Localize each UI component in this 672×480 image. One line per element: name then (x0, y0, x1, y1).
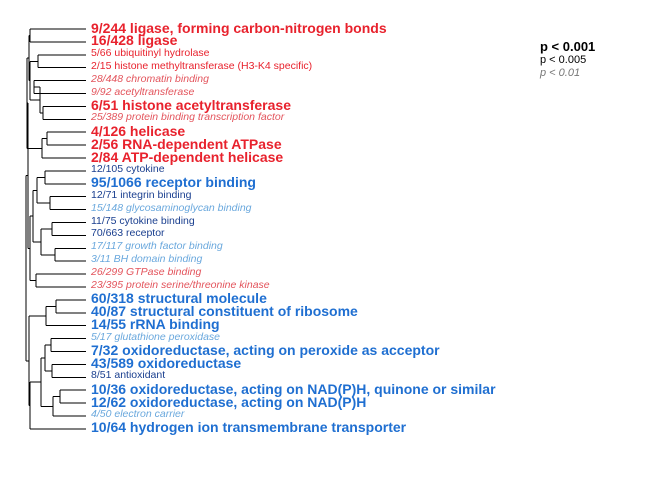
significance-legend: p < 0.001 p < 0.005 p < 0.01 (540, 40, 595, 79)
term-label: 5/17 glutathione peroxidase (91, 330, 221, 343)
term-label: 2/56 RNA-dependent ATPase (91, 135, 282, 152)
term-label: 2/15 histone methyltransferase (H3-K4 sp… (91, 59, 313, 72)
term-label: 28/448 chromatin binding (91, 72, 209, 85)
term-label: 14/55 rRNA binding (91, 316, 220, 333)
term-label: 40/87 structural constituent of ribosome (91, 303, 358, 320)
term-label: 16/428 ligase (91, 32, 178, 49)
term-label: 12/62 oxidoreductase, acting on NAD(P)H (91, 393, 367, 410)
term-label: 26/299 GTPase binding (91, 266, 202, 279)
term-label: 4/50 electron carrier (91, 408, 185, 420)
term-label: 2/84 ATP-dependent helicase (91, 148, 284, 165)
term-label: 9/92 acetyltransferase (91, 85, 195, 98)
term-label: 6/51 histone acetyltransferase (91, 96, 291, 113)
term-label: 12/105 cytokine (91, 162, 165, 175)
term-label: 60/318 structural molecule (91, 290, 267, 307)
legend-p-0001: p < 0.001 (540, 39, 596, 54)
term-label: 43/589 oxidoreductase (91, 354, 242, 371)
term-label: 12/71 integrin binding (91, 188, 192, 201)
term-label: 10/36 oxidoreductase, acting on NAD(P)H,… (91, 380, 496, 397)
term-label: 70/663 receptor (91, 227, 165, 240)
term-label: 7/32 oxidoreductase, acting on peroxide … (91, 342, 440, 358)
term-label: 17/117 growth factor binding (91, 240, 223, 253)
term-label: 10/64 hydrogen ion transmembrane transpo… (91, 419, 407, 436)
dendrogram (25, 28, 86, 430)
term-label: 4/126 helicase (91, 122, 186, 139)
term-label: 23/395 protein serine/threonine kinase (91, 279, 270, 291)
legend-p-0005: p < 0.005 (540, 54, 587, 66)
term-label: 15/148 glycosaminoglycan binding (91, 201, 252, 214)
term-label: 25/389 protein binding transcription fac… (91, 111, 285, 124)
term-label: 5/66 ubiquitinyl hydrolase (91, 46, 210, 59)
term-label: 11/75 cytokine binding (91, 214, 195, 227)
term-label: 8/51 antioxidant (91, 369, 166, 382)
legend-p-001: p < 0.01 (540, 67, 581, 79)
term-label: 95/1066 receptor binding (91, 174, 256, 191)
term-label: 3/11 BH domain binding (91, 253, 203, 266)
term-label: 9/244 ligase, forming carbon-nitrogen bo… (91, 19, 387, 36)
